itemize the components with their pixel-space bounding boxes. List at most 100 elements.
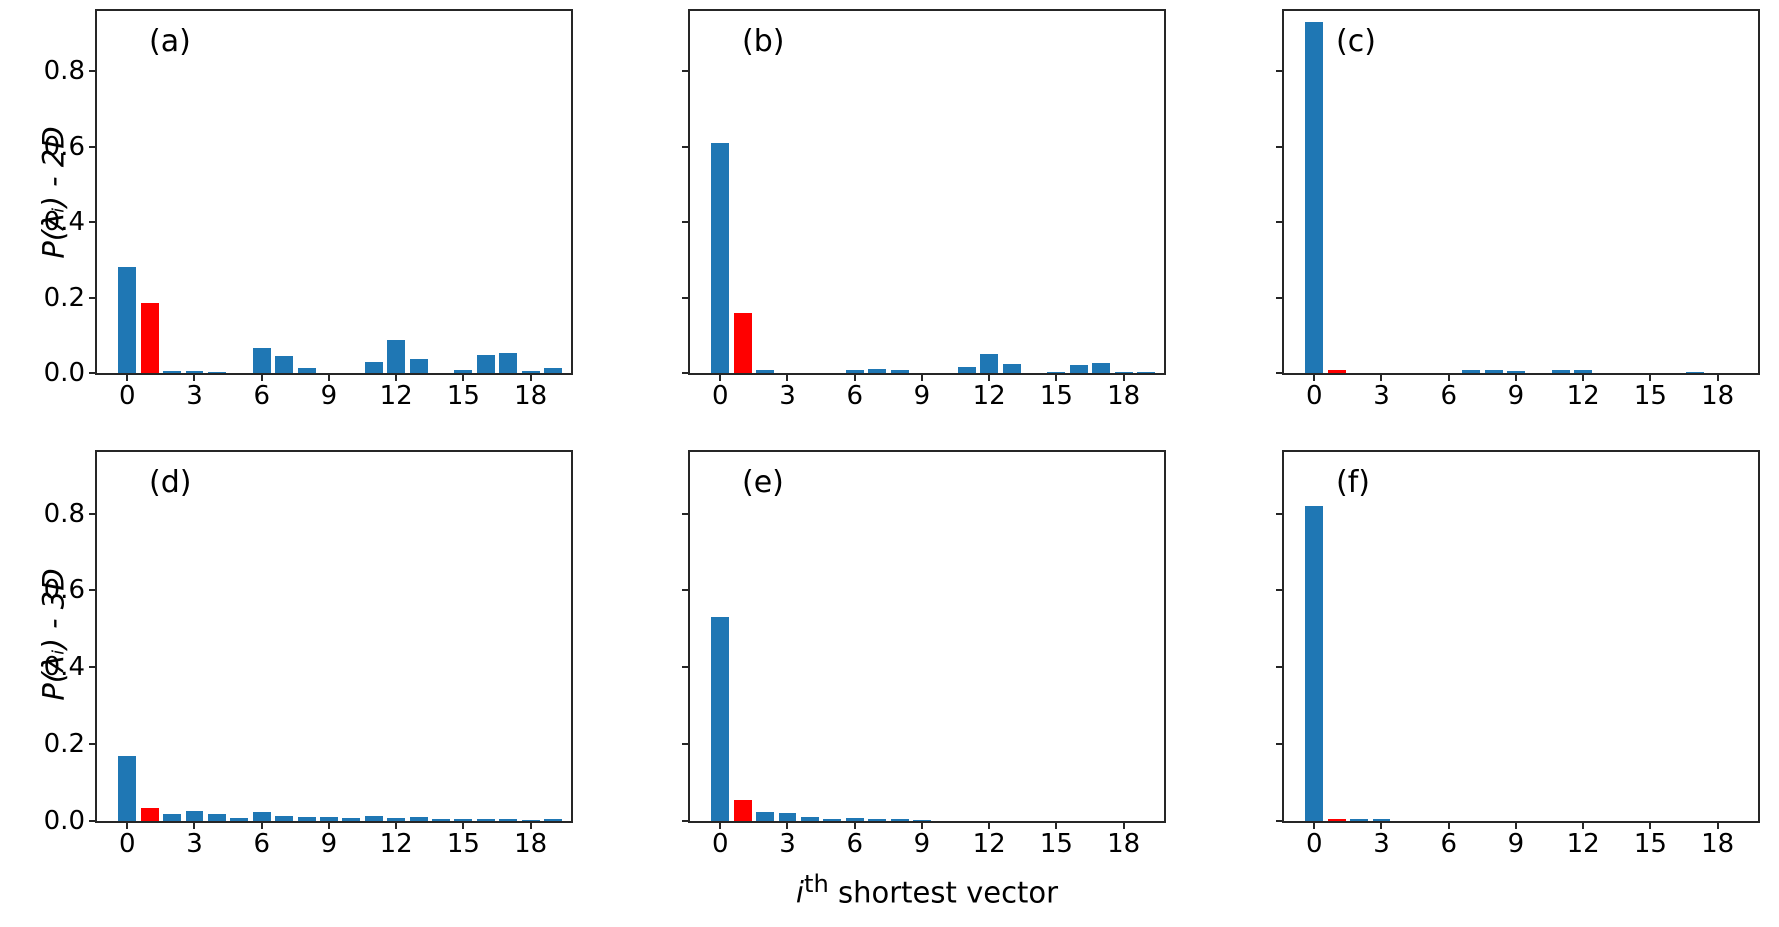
y-tick-mark (682, 743, 690, 746)
bar-i0 (1305, 505, 1324, 821)
bar-i7 (868, 819, 887, 821)
bar-i12 (1574, 369, 1593, 373)
x-tick-label: 3 (1373, 829, 1390, 859)
bar-i13 (1002, 363, 1021, 373)
x-tick-label: 12 (379, 381, 413, 411)
bar-i2 (756, 811, 775, 821)
x-tick-mark (786, 373, 789, 381)
y-tick-label: 0.6 (43, 131, 85, 162)
y-tick-label: 0.0 (43, 358, 85, 388)
x-tick-label: 18 (514, 381, 548, 411)
subplot-d: (d) 0 3 6 9 12 15 18 0.0 0.2 0.4 0.6 0.8 (44, 450, 573, 857)
x-tick-mark (853, 821, 856, 829)
y-tick-mark (682, 666, 690, 669)
x-axis-label-rest: shortest vector (828, 875, 1059, 910)
bar-i9 (912, 820, 931, 821)
x-tick-mark (126, 821, 129, 829)
x-axis-label: ith shortest vector (688, 872, 1166, 908)
x-tick-label: 18 (1701, 829, 1735, 859)
y-tick-mark (89, 820, 97, 822)
bar-i5 (823, 819, 842, 821)
x-tick-label: 12 (1566, 381, 1600, 411)
x-tick-mark (988, 821, 991, 829)
x-tick-mark (920, 373, 923, 381)
x-tick-label: 9 (320, 829, 338, 859)
subplot-a: (a) 0 3 6 9 12 15 18 0.0 0.2 0.4 0.6 0.8 (44, 9, 573, 409)
subplot-d-plot-area: 0 3 6 9 12 15 18 0.0 0.2 0.4 0.6 0.8 (44, 452, 571, 857)
bar-i17 (499, 353, 518, 373)
x-tick-label: 9 (1507, 829, 1525, 859)
bar-i14 (432, 818, 450, 821)
y-tick-mark (89, 666, 97, 669)
y-tick-mark (1276, 221, 1284, 224)
bar-i3 (778, 812, 797, 821)
bar-i13 (409, 358, 428, 373)
x-tick-mark (193, 373, 196, 381)
y-tick-mark (682, 512, 690, 515)
subplot-b: (b) 0 3 6 9 12 15 18 (682, 9, 1166, 409)
bar-i2 (1350, 819, 1369, 821)
bar-i7 (868, 369, 887, 373)
bar-i11 (1551, 370, 1570, 373)
x-tick-label: 18 (1107, 381, 1141, 411)
x-tick-label: 15 (446, 829, 480, 859)
x-tick-label: 0 (1305, 829, 1323, 859)
y-tick-label: 0.8 (43, 498, 85, 529)
bar-i6 (252, 812, 271, 821)
x-tick-mark (1447, 821, 1450, 829)
x-tick-mark (1649, 373, 1652, 381)
x-tick-label: 18 (1107, 829, 1141, 859)
bar-i9 (1506, 371, 1525, 373)
y-tick-mark (1276, 666, 1284, 669)
subplot-c: (c) 0 3 6 9 12 15 18 (1276, 9, 1760, 409)
x-tick-label: 12 (1566, 829, 1600, 859)
x-tick-mark (1055, 373, 1058, 381)
subplot-b-label: (b) (742, 24, 785, 59)
bar-i10 (342, 817, 361, 821)
y-tick-mark (89, 70, 97, 73)
x-tick-label: 6 (253, 381, 270, 411)
x-tick-label: 3 (186, 381, 203, 411)
x-tick-label: 6 (846, 381, 863, 411)
bar-i4 (800, 816, 819, 821)
y-tick-mark (1276, 70, 1284, 73)
x-tick-label: 0 (118, 829, 136, 859)
x-tick-mark (1447, 373, 1450, 381)
bar-i8 (890, 370, 909, 373)
y-tick-mark (89, 145, 97, 148)
x-tick-label: 0 (1305, 381, 1323, 411)
x-tick-label: 12 (972, 381, 1006, 411)
x-axis-label-i: i (795, 875, 804, 910)
bar-i8 (1484, 369, 1503, 373)
y-tick-mark (89, 372, 97, 374)
x-tick-mark (1055, 821, 1058, 829)
y-tick-mark (1276, 145, 1284, 148)
x-tick-mark (395, 821, 398, 829)
bar-i8 (297, 368, 316, 373)
y-tick-mark (682, 70, 690, 73)
y-tick-mark (1276, 296, 1284, 299)
x-tick-label: 0 (711, 381, 729, 411)
bar-i0 (711, 142, 730, 373)
bar-i2 (756, 370, 775, 373)
y-tick-mark (1276, 743, 1284, 746)
bar-i11 (364, 361, 383, 373)
y-tick-label: 0.0 (43, 806, 85, 836)
x-tick-mark (1313, 821, 1316, 829)
x-tick-label: 15 (1633, 829, 1667, 859)
bar-i15 (454, 819, 473, 821)
y-tick-mark (682, 296, 690, 299)
x-tick-mark (920, 821, 923, 829)
x-tick-label: 12 (972, 829, 1006, 859)
bar-i16 (476, 819, 495, 821)
x-tick-mark (462, 373, 465, 381)
bar-i19 (544, 368, 563, 373)
bar-i15 (454, 370, 473, 373)
y-tick-label: 0.2 (43, 729, 85, 760)
bar-i18 (1114, 371, 1133, 373)
x-tick-mark (1582, 373, 1585, 381)
x-tick-mark (786, 821, 789, 829)
x-tick-label: 15 (446, 381, 480, 411)
subplot-f-plot-area: 0 3 6 9 12 15 18 (1276, 452, 1758, 857)
y-axis-label-3d: P(λᵢ) - 3D (36, 568, 71, 701)
